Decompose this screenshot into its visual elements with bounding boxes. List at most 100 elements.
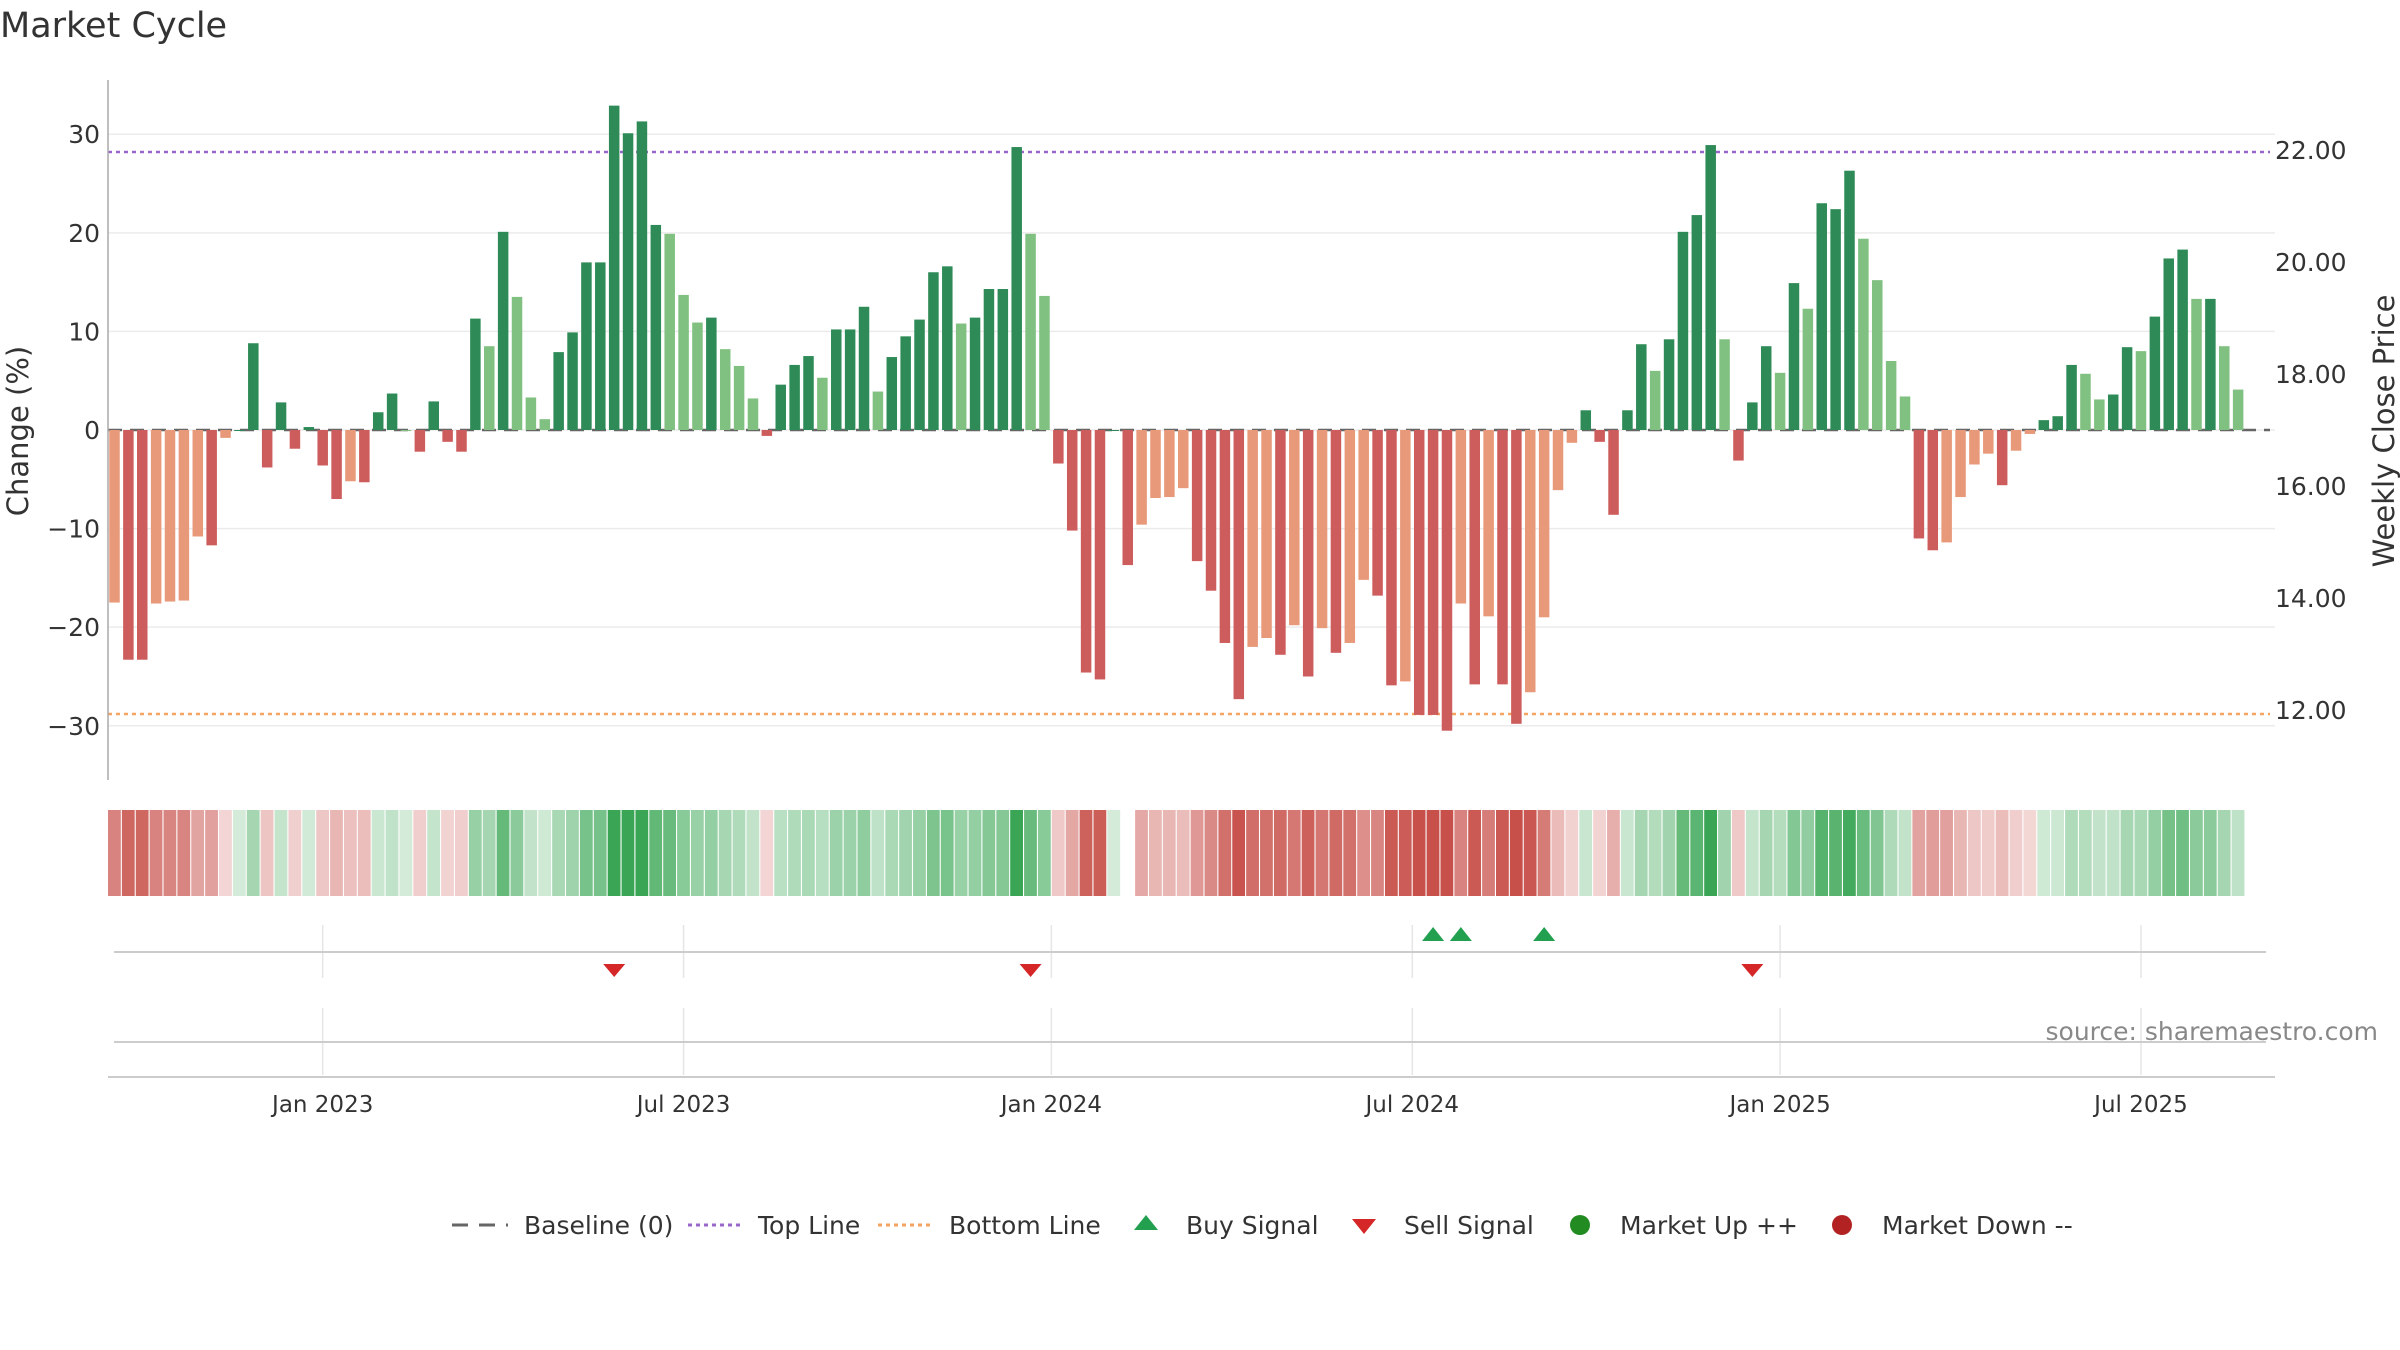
bar [622,133,634,430]
bar [858,306,870,430]
y-tick-label: −10 [47,515,100,544]
bar [2205,298,2216,430]
bar [2107,394,2119,430]
y2-tick-label: 20.00 [2275,248,2347,277]
heat-cell [441,810,454,896]
heat-cell [1634,810,1648,896]
heat-cell [399,810,413,896]
legend-label: Buy Signal [1186,1211,1319,1240]
heat-cell [1065,810,1079,896]
bar [345,430,356,482]
bar [553,352,564,430]
heat-cell [677,810,690,896]
bar [289,430,301,449]
bar [1497,430,1508,685]
heat-cell [1620,810,1634,896]
bar [2038,420,2050,430]
bar [1677,231,1689,430]
bar [331,430,342,500]
bar [456,430,467,452]
bar [511,296,523,430]
heat-cell [1981,810,1995,896]
sell-signal-marker [1741,964,1764,977]
bar [1747,402,1758,430]
bar [1053,430,1064,464]
heat-cell [1690,810,1704,896]
heat-cell [1523,810,1537,896]
heat-cell [1162,810,1176,896]
bar [1525,430,1536,693]
x-axis: Jan 2023 Jul 2023 Jan 2024 Jul 2024 Jan 2025… [108,1076,2275,1118]
heat-cell [1204,810,1218,896]
bar [137,430,148,660]
heat-cell [1301,810,1315,896]
heat-cell [940,810,954,896]
bar [1913,430,1925,539]
heat-cell [1704,810,1717,896]
heat-cell [843,810,857,896]
bar [1219,430,1231,643]
heat-cell [1843,810,1856,896]
bar [608,105,620,431]
heat-cell [1509,810,1523,896]
bar [1330,430,1342,653]
bar [1996,430,2008,486]
bar [955,323,967,430]
bar [706,317,717,430]
heat-cell [1176,810,1190,896]
bar [942,266,953,430]
heat-cell [219,810,232,896]
heat-cell [1426,810,1440,896]
bar [178,430,190,601]
heat-cell [1718,810,1731,896]
source-label: source: sharemaestro.com [2046,1017,2379,1046]
bar [997,289,1009,430]
heat-cell [1454,810,1468,896]
legend-label: Sell Signal [1404,1211,1534,1240]
bar [664,233,675,430]
heat-cell [1093,810,1107,896]
legend-label: Market Up ++ [1620,1211,1798,1240]
heat-cell [1482,810,1495,896]
bar [1122,430,1133,566]
bar [1094,430,1106,680]
reference-lines [108,150,2270,716]
bar [1636,344,1647,430]
heat-cell [1745,810,1759,896]
y-tick-label: 30 [68,120,100,149]
bar [775,384,786,430]
bar [1164,430,1175,498]
heat-cell [1371,810,1384,896]
bar [900,336,911,430]
bar [1025,233,1036,430]
heat-cell [2051,810,2064,896]
bar [1108,430,1120,431]
bar [595,262,606,430]
bar [1233,430,1245,700]
legend-buy-symbol [1134,1215,1158,1230]
signal-panel [114,925,2266,978]
bar [1469,430,1480,685]
axes: −30 −20 −10 0 10 20 30 12.00 14.00 16.00 18.00 20.0… [47,80,2347,780]
y-tick-label: 10 [68,317,100,346]
legend-sell-symbol [1352,1219,1376,1234]
bar [2080,373,2091,430]
heat-cell [704,810,718,896]
bar [581,262,592,430]
heat-cell [510,810,524,896]
bar [1178,430,1189,489]
heat-cell [121,810,135,896]
heat-cell [621,810,635,896]
heat-cell [1995,810,2009,896]
bar [1733,430,1744,461]
bar [539,419,551,430]
bar [497,231,509,430]
y-tick-label: 0 [84,416,100,445]
heat-cell [1412,810,1426,896]
heat-cell [1926,810,1940,896]
bars [109,105,2244,731]
bar [275,402,287,430]
bar [1413,430,1425,715]
heat-cell [1357,810,1370,896]
y-tick-label: 20 [68,219,100,248]
